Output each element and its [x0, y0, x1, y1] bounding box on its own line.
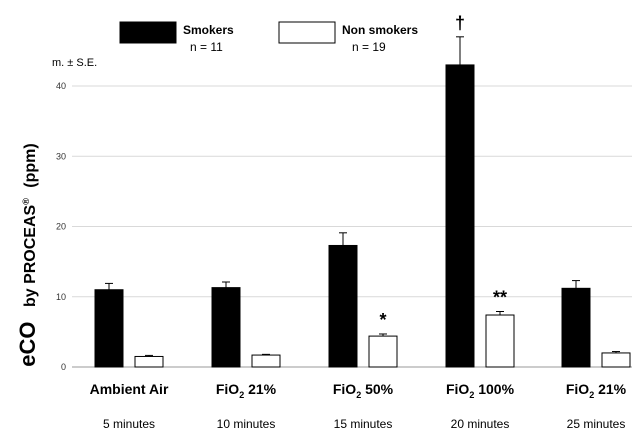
category-label: FiO2 21% [566, 381, 627, 400]
y-tick-label: 0 [61, 362, 66, 372]
bar-nonsmokers [252, 355, 280, 367]
time-label: 25 minutes [567, 417, 626, 431]
y-tick-label: 30 [56, 151, 66, 161]
legend-n-smokers: n = 11 [190, 40, 223, 54]
category-label: FiO2 100% [446, 381, 515, 400]
y-tick-label: 10 [56, 292, 66, 302]
category-label: FiO2 50% [333, 381, 394, 400]
bars [95, 65, 630, 367]
stat-note: m. ± S.E. [52, 57, 97, 69]
legend-label-nonsmokers: Non smokers [342, 23, 418, 37]
bar-smokers [95, 290, 123, 367]
time-label: 5 minutes [103, 417, 155, 431]
bar-smokers [212, 288, 240, 367]
time-label: 15 minutes [334, 417, 393, 431]
legend: Smokers n = 11 Non smokers n = 19 [120, 22, 418, 54]
legend-swatch-nonsmokers [279, 22, 335, 43]
y-tick-label: 20 [56, 222, 66, 232]
bar-nonsmokers [602, 353, 630, 367]
y-axis-label-prefix: eCO [15, 321, 40, 366]
significance-marker: ** [493, 288, 507, 308]
y-tick-labels: 0 10 20 30 40 [56, 81, 66, 372]
category-label: FiO2 21% [216, 381, 277, 400]
y-axis-label-unit: (ppm) [22, 143, 39, 187]
category-label: Ambient Air [90, 381, 169, 397]
bar-smokers [446, 65, 474, 367]
bar-nonsmokers [135, 356, 163, 367]
significance-marker: † [455, 13, 465, 33]
bar-nonsmokers [486, 315, 514, 367]
category-labels: Ambient Air 5 minutes FiO2 21% 10 minutes Fi… [90, 381, 627, 431]
time-label: 10 minutes [217, 417, 276, 431]
y-tick-label: 40 [56, 81, 66, 91]
error-bars [105, 37, 620, 357]
bar-smokers [562, 288, 590, 367]
legend-swatch-smokers [120, 22, 176, 43]
bar-smokers [329, 245, 357, 367]
legend-n-nonsmokers: n = 19 [352, 40, 386, 54]
y-axis-label-sup: ® [21, 198, 31, 205]
annotations: †*** [379, 13, 507, 330]
y-axis-label: eCO by PROCEAS® (ppm) [15, 143, 40, 366]
y-axis-label-main: by PROCEAS [22, 204, 39, 307]
bar-nonsmokers [369, 336, 397, 367]
significance-marker: * [379, 310, 386, 330]
legend-label-smokers: Smokers [183, 23, 234, 37]
time-label: 20 minutes [451, 417, 510, 431]
